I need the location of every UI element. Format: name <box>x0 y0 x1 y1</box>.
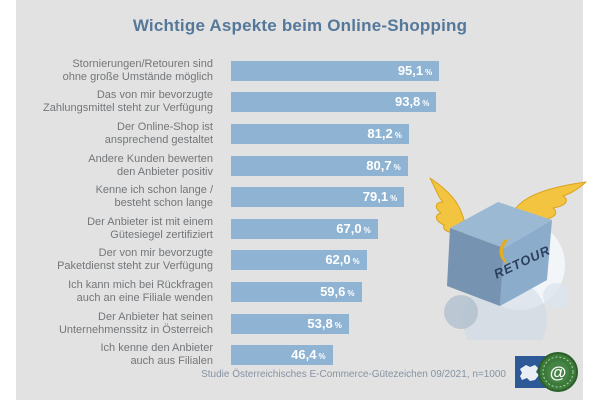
bar-track: 53,8% <box>231 313 450 334</box>
bar-unit: % <box>394 130 402 140</box>
bar-row: Stornierungen/Retouren sind ohne große Um… <box>16 55 450 87</box>
bar-row: Andere Kunden bewerten den Anbieter posit… <box>16 150 450 182</box>
bar-track: 62,0% <box>231 250 450 271</box>
bar-label: Der Online-Shop ist ansprechend gestaltet <box>104 120 213 146</box>
e-commerce-guetezeichen-logo: @ <box>515 352 578 392</box>
bar-unit: % <box>347 288 355 298</box>
bar-value: 53,8 <box>307 315 333 331</box>
chart-title: Wichtige Aspekte beim Online-Shopping <box>132 16 468 35</box>
bar-track: 80,7% <box>231 155 450 176</box>
bar-unit: % <box>425 67 433 77</box>
bar: 93,8% <box>231 92 437 113</box>
bar-label: Ich kenne den Anbieter auch aus Filialen <box>100 342 213 368</box>
box-top-face <box>450 202 552 248</box>
bar-chart: Stornierungen/Retouren sind ohne große Um… <box>16 55 450 371</box>
bar-track: 79,1% <box>231 187 450 208</box>
bar-unit: % <box>334 320 342 330</box>
bar: 79,1% <box>231 187 405 208</box>
bar: 80,7% <box>231 155 408 176</box>
source-note: Studie Österreichisches E-Commerce-Gütez… <box>201 369 506 380</box>
bar-label: Kenne ich schon lange / besteht schon lan… <box>95 184 213 210</box>
bar-unit: % <box>363 225 371 235</box>
bar-row: Der Anbieter ist mit einem Gütesiegel zer… <box>16 213 450 245</box>
bar-unit: % <box>352 257 360 267</box>
bar-track: 46,4% <box>231 345 450 366</box>
bar: 81,2% <box>231 123 409 144</box>
bar-label: Ich kann mich bei Rückfragen auch an eine… <box>68 278 213 304</box>
bar-value: 81,2 <box>367 125 393 141</box>
winged-parcel-illustration: RETOUR <box>429 177 587 340</box>
bar-track: 67,0% <box>231 218 450 239</box>
bubble-circle <box>444 295 478 329</box>
box-right-face <box>500 220 552 306</box>
bar-value: 46,4 <box>291 347 317 363</box>
bar-unit: % <box>390 194 398 204</box>
bar-value: 80,7 <box>366 157 392 173</box>
bar-track: 81,2% <box>231 123 450 144</box>
bar-value: 95,1 <box>397 62 424 78</box>
bar-track: 95,1% <box>231 60 450 81</box>
retour-box: RETOUR <box>447 202 553 306</box>
wing-curl <box>499 239 509 264</box>
bar-track: 93,8% <box>231 92 450 113</box>
bar-unit: % <box>422 99 430 109</box>
bar-unit: % <box>393 162 401 172</box>
seal-inner-circle <box>547 361 569 383</box>
at-sign-icon: @ <box>550 363 567 382</box>
bar: 62,0% <box>231 250 367 271</box>
europe-map-icon <box>520 365 539 381</box>
bar-row: Kenne ich schon lange / besteht schon lan… <box>16 181 450 213</box>
bar-value: 79,1 <box>362 189 389 205</box>
bar: 67,0% <box>231 218 378 239</box>
bar: 59,6% <box>231 281 362 302</box>
bar-value: 67,0 <box>336 220 362 236</box>
bar-label: Das von mir bevorzugte Zahlungsmittel ste… <box>43 89 213 115</box>
bar-row: Der Online-Shop ist ansprechend gestaltet… <box>16 118 450 150</box>
bar-label: Stornierungen/Retouren sind ohne große Um… <box>62 57 213 83</box>
bar-value: 62,0 <box>325 252 351 268</box>
bar-value: 59,6 <box>320 283 346 299</box>
bar-label: Andere Kunden bewerten den Anbieter posit… <box>88 152 213 178</box>
bar-unit: % <box>318 352 326 362</box>
box-left-face <box>447 228 504 306</box>
bar-value: 93,8 <box>394 94 421 110</box>
bar-row: Der von mir bevorzugte Paketdienst steht … <box>16 245 450 277</box>
bar-row: Das von mir bevorzugte Zahlungsmittel ste… <box>16 87 450 119</box>
bar-row: Ich kenne den Anbieter auch aus Filialen 4… <box>16 339 450 371</box>
bar-label: Der Anbieter ist mit einem Gütesiegel zer… <box>87 215 213 241</box>
bar-label: Der von mir bevorzugte Paketdienst steht … <box>57 247 213 273</box>
bar-row: Ich kann mich bei Rückfragen auch an eine… <box>16 276 450 308</box>
bar-row: Der Anbieter hat seinen Unternehmenssitz … <box>16 308 450 340</box>
bar: 95,1% <box>231 60 440 81</box>
bar: 46,4% <box>231 345 333 366</box>
bar-rows: Stornierungen/Retouren sind ohne große Um… <box>16 55 450 371</box>
bar-track: 59,6% <box>231 281 450 302</box>
bubble-circle <box>543 283 569 309</box>
bar-label: Der Anbieter hat seinen Unternehmenssitz … <box>58 310 213 336</box>
bar: 53,8% <box>231 313 349 334</box>
seal-ring-text <box>542 356 574 388</box>
